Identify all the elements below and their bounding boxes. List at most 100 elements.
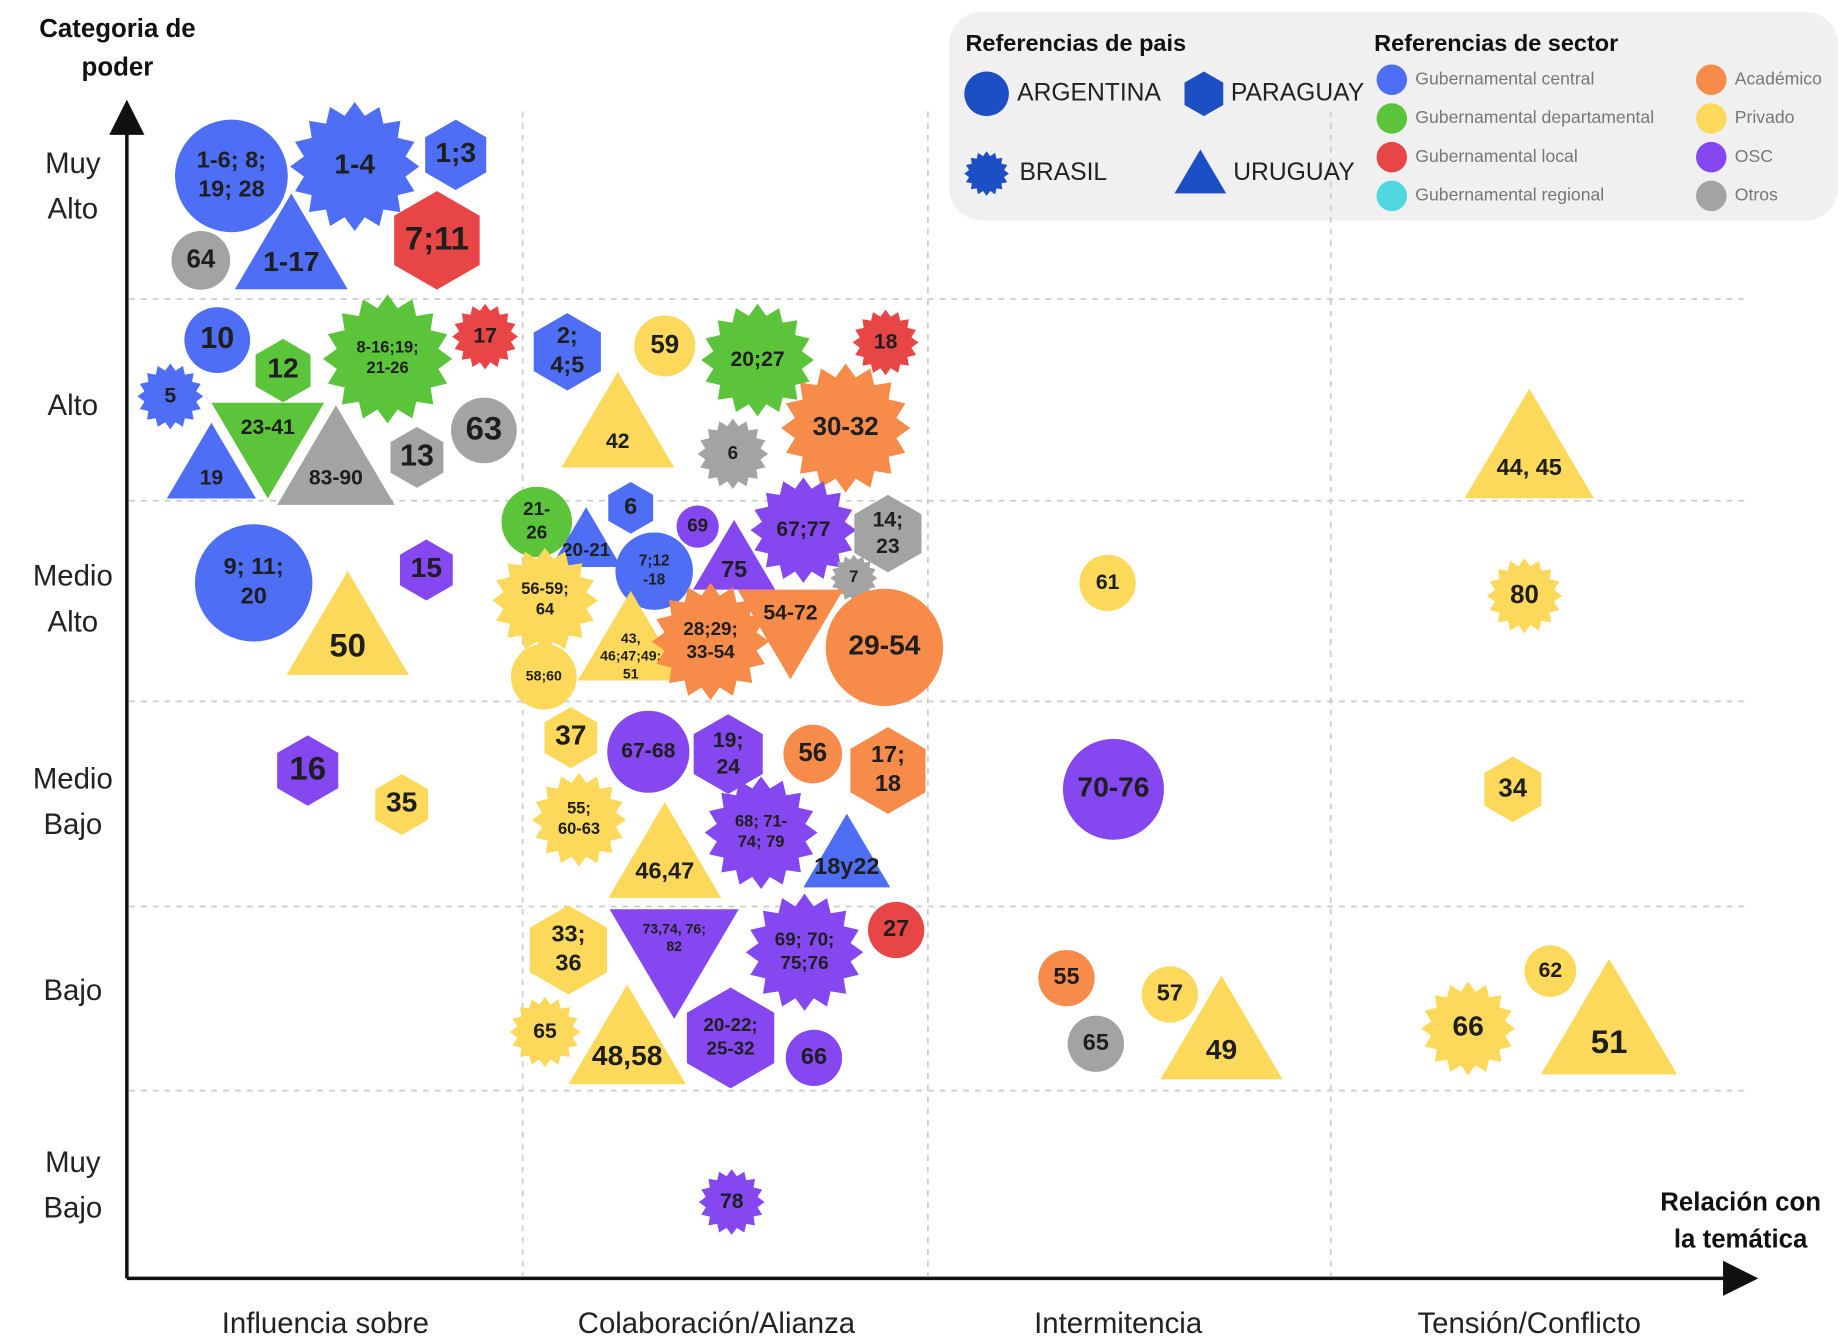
node-label-line: 28;29; [683, 618, 737, 639]
row-label-line: Medio [33, 762, 113, 795]
node-label: 61 [1096, 570, 1120, 593]
node-label: 9; 11; 20 [224, 553, 284, 608]
node-label: 73,74, 76; 82 [642, 920, 705, 954]
node-label-line: 17 [473, 324, 497, 347]
node-label: 51 [1591, 1022, 1628, 1059]
row-label-line: Bajo [43, 974, 102, 1007]
node-shape [704, 776, 818, 889]
node-label: 83-90 [309, 466, 363, 489]
node-shape [686, 987, 775, 1089]
column-label: Tensión/Conflicto [1417, 1307, 1641, 1340]
node-label: 63 [466, 409, 503, 446]
node-shape [609, 909, 739, 1019]
node-label: 57 [1157, 980, 1183, 1006]
node-shape [698, 1169, 765, 1235]
column-label: Influencia sobre [222, 1307, 429, 1340]
node-label-line: 56 [798, 739, 827, 767]
legend-swatch [1376, 141, 1408, 173]
node-shape [1038, 949, 1095, 1007]
node-label: 34 [1498, 774, 1527, 802]
node-label: 54-72 [763, 601, 817, 624]
node-label: 35 [386, 787, 417, 818]
node-label-line: 46,47 [635, 858, 694, 884]
node-label: 67;77 [776, 518, 830, 541]
node-label: 58;60 [526, 667, 562, 683]
node-label: 19 [200, 466, 224, 489]
node-label: 56-59; 64 [521, 581, 569, 620]
node-label-line: 57 [1157, 980, 1183, 1006]
row-label-line: Alto [48, 605, 99, 638]
node-shape [1484, 756, 1542, 823]
node-shape [745, 893, 864, 1011]
node-shape [510, 643, 577, 710]
legend-swatch [1376, 180, 1408, 212]
node-label-line: 70-76 [1077, 772, 1149, 803]
node-label: 21-26 [523, 498, 550, 542]
node-label: 80 [1510, 581, 1539, 609]
node-shape [184, 307, 251, 373]
node-label-line: 75 [721, 556, 747, 582]
node-label-line: 73,74, 76; [642, 920, 705, 936]
node-label-line: 6 [728, 442, 738, 463]
legend-label: Otros [1735, 185, 1778, 205]
node-shape [175, 119, 288, 233]
node-label-line: 8-16;19; [357, 339, 419, 357]
legend-label: Gubernamental regional [1415, 185, 1604, 205]
node-label-line: 16 [289, 749, 326, 786]
node-label: 46,47 [635, 858, 694, 884]
node-label: 7 [849, 569, 858, 587]
node-label-line: 12 [267, 353, 298, 384]
node-shape [850, 727, 926, 814]
node-label: 42 [606, 430, 630, 453]
node-label: 5 [164, 384, 176, 407]
node-shape [234, 193, 348, 290]
row-label: Medio Alto [33, 559, 113, 638]
node-label-line: 9; 11; [224, 553, 284, 579]
legend-title: Referencias de pais [965, 30, 1186, 56]
legend-label: Gubernamental local [1415, 146, 1577, 166]
node-label-line: 21- [523, 498, 550, 519]
row-label-line: Muy [45, 147, 101, 180]
node-label: 55; 60-63 [558, 800, 600, 839]
node-label-line: 49 [1206, 1034, 1237, 1065]
row-label-line: Muy [45, 1146, 101, 1179]
legend-label: ARGENTINA [1017, 79, 1161, 106]
node-shape [166, 422, 257, 499]
node-label: 14; 23 [873, 508, 904, 557]
node-label: 19; 24 [713, 728, 744, 777]
node-label-line: 2; [557, 322, 578, 348]
node-label-line: 27 [883, 915, 909, 941]
node-label: 17; 18 [871, 741, 905, 796]
node-shape [194, 524, 313, 642]
node-label-line: 65 [1083, 1029, 1109, 1055]
node-label: 65 [1083, 1029, 1109, 1055]
node-label-line: 50 [329, 626, 366, 663]
node-label-line: 19 [200, 466, 224, 489]
legend-shape [1184, 71, 1224, 117]
node-shape [651, 582, 770, 701]
node-label: 48,58 [592, 1040, 663, 1071]
node-label-line: 59 [650, 331, 679, 359]
row-label: Muy Alto [45, 147, 101, 226]
legend-label: BRASIL [1019, 159, 1107, 186]
node-label-line: 66 [1452, 1011, 1483, 1042]
row-label-line: Bajo [43, 808, 102, 841]
node-label-line: 20-21 [562, 539, 610, 560]
node-shape [452, 303, 518, 370]
node-label-line: 56-59; [521, 581, 569, 599]
node-label-line: 64 [536, 601, 555, 619]
node-shape [277, 735, 339, 806]
node-label-line: 51 [1591, 1022, 1628, 1059]
node-shape [211, 402, 325, 499]
node-shape [825, 588, 944, 707]
node-shape [290, 102, 420, 232]
node-label: 6 [624, 493, 637, 519]
node-shape [509, 996, 581, 1068]
legend-swatch [1696, 64, 1727, 95]
node-label-line: 20;27 [731, 348, 785, 371]
node-shape [1464, 388, 1594, 499]
node-label-line: 29-54 [848, 630, 920, 661]
row-label: Bajo [43, 974, 102, 1007]
node-label: 18 [874, 330, 898, 353]
